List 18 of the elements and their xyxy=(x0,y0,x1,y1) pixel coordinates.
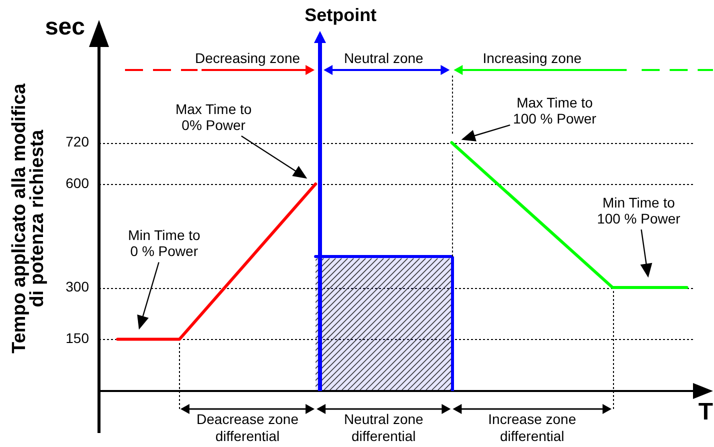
text: Increase zone differential xyxy=(488,410,576,444)
text: Neutral zone differential xyxy=(344,410,424,444)
y-tick-label: 150 xyxy=(66,330,90,346)
x-axis-title: T xyxy=(698,398,714,426)
y-tick-label: 600 xyxy=(66,174,90,191)
annotation: Decreasing zone xyxy=(194,50,300,66)
annotation: Max Time to 100 % Power xyxy=(513,94,597,126)
annotation: Neutral zone xyxy=(344,50,424,66)
y-tick-label: 300 xyxy=(66,278,90,294)
y-axis-title: Tempo applicato alla modifica di potenza richiesta xyxy=(9,83,48,354)
text: Deacrease zone differential xyxy=(196,410,299,444)
text: sec xyxy=(44,14,85,41)
y-tick-label: 720 xyxy=(66,133,90,150)
annotation: Min Time to 0 % Power xyxy=(128,227,201,260)
annotation: Min Time to 100 % Power xyxy=(597,194,681,226)
annotation: Max Time to 0% Power xyxy=(175,100,252,133)
annotation: Increasing zone xyxy=(482,50,582,66)
text: Setpoint xyxy=(304,4,377,25)
